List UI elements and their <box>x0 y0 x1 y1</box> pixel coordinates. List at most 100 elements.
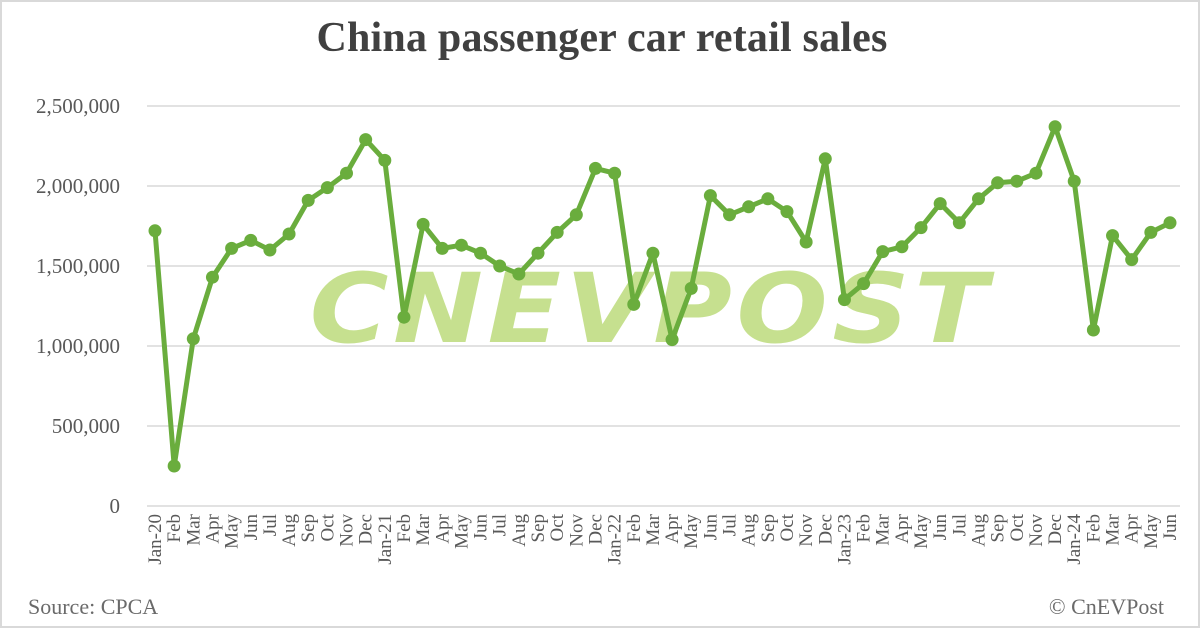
data-point <box>1144 225 1158 239</box>
x-tick-label: Oct <box>547 513 568 541</box>
data-point <box>320 181 334 195</box>
x-tick-label: Dec <box>815 514 836 545</box>
data-point <box>225 241 239 255</box>
x-tick-label: Apr <box>202 513 223 543</box>
x-tick-label: Aug <box>739 514 760 547</box>
data-point <box>646 246 660 260</box>
data-point <box>991 176 1005 190</box>
data-point <box>378 153 392 167</box>
data-point <box>416 217 430 231</box>
x-tick-label: Nov <box>796 514 817 547</box>
data-point <box>340 166 354 180</box>
data-point <box>1086 323 1100 337</box>
x-tick-label: Jul <box>490 514 511 536</box>
x-tick-label: Oct <box>777 513 798 541</box>
data-point <box>493 259 507 273</box>
data-point <box>952 216 966 230</box>
data-point <box>1067 174 1081 188</box>
y-tick-label: 500,000 <box>52 414 120 438</box>
x-tick-label: Sep <box>528 514 549 543</box>
data-point-markers <box>148 120 1177 473</box>
data-point <box>1048 120 1062 134</box>
data-point <box>1163 216 1177 230</box>
data-point <box>263 243 277 257</box>
x-tick-label: Sep <box>758 514 779 543</box>
data-point <box>703 189 717 203</box>
data-point <box>933 197 947 211</box>
x-tick-label: Nov <box>337 514 358 547</box>
data-point <box>474 246 488 260</box>
x-tick-label: Jan-24 <box>1064 514 1085 565</box>
data-point <box>588 161 602 175</box>
x-tick-label: Feb <box>854 514 875 543</box>
x-tick-label: Mar <box>643 513 664 545</box>
x-tick-label: Aug <box>279 514 300 547</box>
data-point <box>742 200 756 214</box>
data-point <box>205 270 219 284</box>
x-tick-label: Apr <box>892 513 913 543</box>
data-point <box>837 293 851 307</box>
data-point <box>359 133 373 147</box>
x-tick-label: May <box>451 514 472 549</box>
x-tick-label: Oct <box>1007 513 1028 541</box>
data-point <box>301 193 315 207</box>
gridlines <box>147 105 1180 507</box>
x-tick-label: Apr <box>1122 513 1143 543</box>
x-tick-label: Jun <box>1160 514 1181 541</box>
x-tick-label: Dec <box>585 514 606 545</box>
x-tick-label: Sep <box>988 514 1009 543</box>
x-tick-label: Sep <box>298 514 319 543</box>
data-point <box>665 333 679 347</box>
data-point <box>148 224 162 238</box>
data-point <box>895 240 909 254</box>
x-tick-label: Feb <box>624 514 645 543</box>
x-tick-label: Feb <box>164 514 185 543</box>
watermark-logo: CNEVPOST <box>309 253 992 365</box>
y-tick-label: 2,000,000 <box>36 174 120 198</box>
source-note: Source: CPCA <box>28 594 159 619</box>
x-tick-label: Aug <box>968 514 989 547</box>
x-tick-label: Mar <box>1103 513 1124 545</box>
data-point <box>244 233 258 247</box>
data-point <box>1010 174 1024 188</box>
data-point <box>761 192 775 206</box>
x-tick-label: Aug <box>509 514 530 547</box>
x-tick-label: Jan-20 <box>145 514 166 565</box>
data-point <box>799 235 813 249</box>
data-point <box>876 245 890 259</box>
data-point <box>282 227 296 241</box>
x-tick-label: Feb <box>1083 514 1104 543</box>
x-tick-label: Jul <box>260 514 281 536</box>
y-tick-label: 2,500,000 <box>36 94 120 118</box>
x-tick-label: Jul <box>720 514 741 536</box>
data-point <box>627 297 641 311</box>
y-axis-ticks: 0 500,000 1,000,000 1,500,000 2,000,000 2,500… <box>36 94 120 518</box>
data-point <box>857 277 871 291</box>
data-point <box>550 225 564 239</box>
chart-title: China passenger car retail sales <box>316 15 888 61</box>
x-tick-label: Apr <box>432 513 453 543</box>
x-tick-label: Nov <box>566 514 587 547</box>
x-tick-label: Jun <box>471 514 492 541</box>
x-tick-label: Jun <box>930 514 951 541</box>
data-point <box>608 166 622 180</box>
data-point <box>512 267 526 281</box>
x-tick-label: May <box>911 514 932 549</box>
x-tick-label: Jan-22 <box>605 514 626 565</box>
y-tick-label: 0 <box>110 494 121 518</box>
x-tick-label: May <box>222 514 243 549</box>
copyright-note: © CnEVPost <box>1048 594 1164 619</box>
x-tick-label: Feb <box>394 514 415 543</box>
data-point <box>569 208 583 222</box>
data-point <box>167 459 181 473</box>
x-tick-label: Jan-21 <box>375 514 396 565</box>
y-tick-label: 1,500,000 <box>36 254 120 278</box>
x-tick-label: Jul <box>949 514 970 536</box>
x-tick-label: May <box>681 514 702 549</box>
x-tick-label: Apr <box>662 513 683 543</box>
data-point <box>723 208 737 222</box>
data-point <box>914 221 928 235</box>
data-point <box>780 205 794 219</box>
x-tick-label: May <box>1141 514 1162 549</box>
